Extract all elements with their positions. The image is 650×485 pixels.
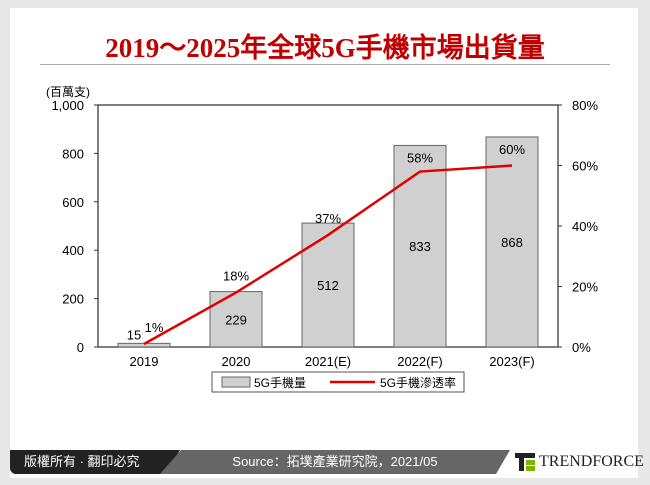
right-axis-tick: 20% bbox=[572, 280, 598, 295]
line-label: 37% bbox=[315, 211, 341, 226]
bar-label: 229 bbox=[225, 312, 247, 327]
right-axis-tick: 0% bbox=[572, 340, 591, 355]
chart-title: 2019～2025年全球5G手機市場出貨量 bbox=[105, 33, 545, 63]
left-axis-label: (百萬支) bbox=[46, 85, 90, 99]
line-label: 58% bbox=[407, 150, 433, 165]
bar-label: 868 bbox=[501, 235, 523, 250]
left-axis-tick: 600 bbox=[62, 195, 84, 210]
trendforce-logo: TRENDFORCE bbox=[515, 450, 644, 474]
left-axis-tick: 200 bbox=[62, 292, 84, 307]
right-axis-tick: 80% bbox=[572, 98, 598, 113]
bar bbox=[301, 222, 355, 348]
bar-label: 512 bbox=[317, 278, 339, 293]
bar bbox=[393, 144, 447, 348]
bar-label: 833 bbox=[409, 239, 431, 254]
left-axis-tick: 800 bbox=[62, 146, 84, 161]
left-axis-tick: 1,000 bbox=[51, 98, 84, 113]
footer: 版權所有 · 翻印必究 Source：拓墣產業研究院，2021/05 TREND… bbox=[10, 450, 644, 474]
penetration-line bbox=[143, 164, 513, 346]
bar-label: 15 bbox=[127, 327, 141, 342]
legend-bar-swatch bbox=[221, 376, 251, 388]
x-axis-tick: 2019 bbox=[130, 354, 159, 369]
legend-bar-label: 5G手機量 bbox=[254, 375, 306, 390]
line-label: 60% bbox=[499, 142, 525, 157]
copyright-text: 版權所有 · 翻印必究 bbox=[10, 450, 180, 474]
x-axis-tick: 2022(F) bbox=[397, 354, 443, 369]
x-axis-tick: 2023(F) bbox=[489, 354, 535, 369]
x-axis-tick: 2020 bbox=[222, 354, 251, 369]
x-axis-tick: 2021(E) bbox=[305, 354, 351, 369]
line-label: 18% bbox=[223, 269, 249, 284]
right-axis-tick: 40% bbox=[572, 219, 598, 234]
logo-text: TRENDFORCE bbox=[539, 453, 644, 470]
right-axis-tick: 60% bbox=[572, 159, 598, 174]
title-divider bbox=[40, 64, 610, 65]
legend-line-label: 5G手機滲透率 bbox=[380, 375, 456, 390]
left-axis-tick: 0 bbox=[77, 340, 84, 355]
source-text: Source：拓墣產業研究院，2021/05 bbox=[160, 450, 510, 474]
line-label: 1% bbox=[145, 320, 164, 335]
bar bbox=[485, 136, 539, 348]
trendforce-logo-icon bbox=[515, 453, 535, 471]
left-axis-tick: 400 bbox=[62, 243, 84, 258]
